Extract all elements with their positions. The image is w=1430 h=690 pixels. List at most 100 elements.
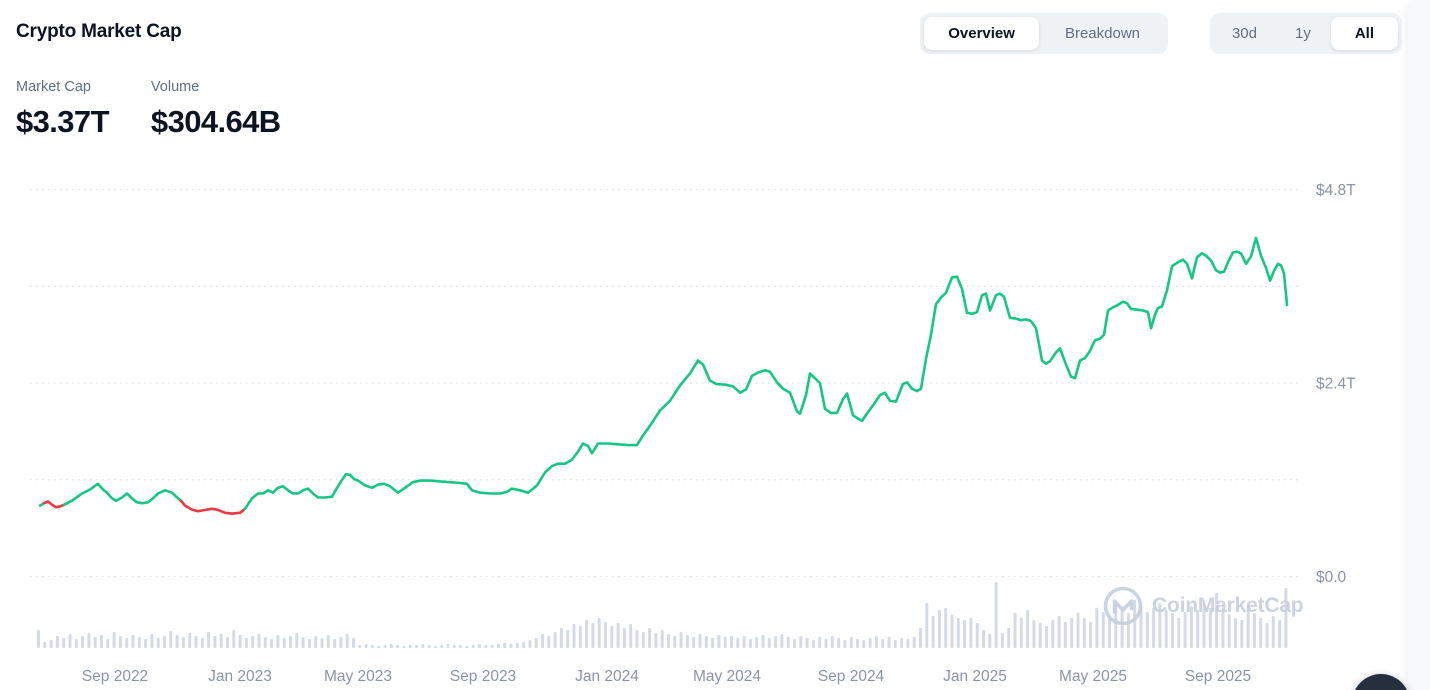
volume-bar (244, 638, 248, 648)
volume-bar (509, 644, 513, 648)
view-toggle-group: Overview Breakdown (920, 13, 1168, 54)
volume-bar (881, 639, 885, 648)
volume-bar (1189, 606, 1193, 648)
volume-bar (963, 620, 967, 648)
volume-bar (440, 645, 444, 648)
volume-bar (263, 637, 267, 648)
volume-bar (1076, 613, 1080, 648)
x-axis-label: Sep 2022 (82, 668, 148, 685)
volume-bar (125, 638, 129, 648)
volume-bar (553, 632, 557, 648)
volume-bar (950, 615, 954, 648)
volume-bar (811, 640, 815, 648)
tab-breakdown[interactable]: Breakdown (1041, 17, 1164, 50)
volume-bar (503, 643, 507, 648)
market-cap-line-down (42, 500, 66, 509)
volume-bar (635, 630, 639, 648)
volume-bar (843, 640, 847, 648)
volume-bar (956, 618, 960, 648)
volume-bar (685, 635, 689, 648)
volume-bar (755, 637, 759, 648)
volume-bar (604, 622, 607, 648)
page-title: Crypto Market Cap (16, 21, 182, 42)
market-cap-label: Market Cap (16, 79, 91, 95)
volume-bar (679, 632, 683, 648)
volume-bar (736, 638, 740, 648)
volume-bar (799, 636, 803, 648)
volume-bar (534, 638, 538, 648)
volume-bar (1007, 628, 1011, 648)
volume-bar (698, 634, 702, 648)
volume-bar (207, 632, 211, 648)
volume-bar (156, 638, 160, 648)
volume-bar (389, 644, 393, 648)
volume-bar (282, 638, 286, 648)
volume-bar (1164, 610, 1168, 648)
range-30d-button[interactable]: 30d (1214, 17, 1275, 50)
volume-bar (944, 608, 948, 648)
volume-bar (213, 636, 217, 648)
volume-bar (559, 628, 563, 648)
tab-overview[interactable]: Overview (924, 17, 1039, 50)
volume-bar (541, 634, 544, 648)
volume-bar (1101, 612, 1105, 648)
volume-bar (793, 639, 796, 648)
volume-bar (856, 639, 859, 648)
volume-bar (805, 638, 809, 648)
volume-bar (931, 616, 935, 648)
volume-bar (610, 626, 614, 648)
volume-bar (433, 646, 437, 648)
volume-bar (572, 624, 576, 648)
range-1y-button[interactable]: 1y (1277, 17, 1329, 50)
volume-bar (333, 639, 337, 648)
volume-bar (1183, 612, 1187, 648)
volume-bar (919, 628, 922, 648)
volume-bar (742, 636, 746, 648)
volume-bar (358, 645, 362, 648)
volume-bar (906, 639, 910, 648)
chat-fab-button[interactable] (1352, 674, 1410, 690)
volume-bar (1057, 616, 1061, 648)
volume-bar (824, 639, 828, 648)
volume-bar (232, 630, 236, 648)
volume-bar (925, 603, 929, 648)
y-axis-label: $4.8T (1316, 182, 1356, 199)
volume-bar (547, 636, 551, 648)
stats-row: Market Cap $3.37T Volume $304.64B (16, 79, 281, 140)
volume-bar (761, 635, 765, 648)
x-axis-label: Jan 2024 (575, 668, 639, 685)
x-axis-label: May 2025 (1059, 668, 1127, 685)
volume-bar (1252, 613, 1256, 648)
volume-bar (219, 634, 223, 648)
volume-bar (49, 640, 53, 648)
range-all-button[interactable]: All (1330, 17, 1398, 50)
volume-bar (188, 633, 192, 648)
volume-bar (150, 634, 154, 648)
volume-bar (415, 645, 418, 648)
volume-bar (301, 637, 305, 648)
volume-bar (975, 623, 979, 648)
volume-bar (654, 633, 658, 648)
volume-bar (1082, 618, 1086, 648)
volume-bar (352, 638, 355, 648)
volume-bar (295, 633, 299, 648)
volume-bar (68, 634, 72, 648)
volume-bar (522, 642, 526, 648)
volume-bar (893, 640, 897, 648)
volume-bar (862, 640, 866, 648)
volume-bar (868, 638, 872, 648)
volume-bar (276, 635, 280, 648)
volume-bar (887, 637, 891, 648)
volume-bar (106, 639, 110, 648)
volume-bar (427, 645, 431, 648)
volume-bar (118, 636, 122, 648)
volume-bar (528, 640, 532, 648)
volume-bar (1026, 610, 1030, 648)
volume-bar (314, 636, 318, 648)
volume-bar (1139, 606, 1143, 648)
volume-bar (1240, 620, 1244, 648)
volume-bar (830, 636, 834, 648)
volume-bar (1019, 618, 1023, 648)
